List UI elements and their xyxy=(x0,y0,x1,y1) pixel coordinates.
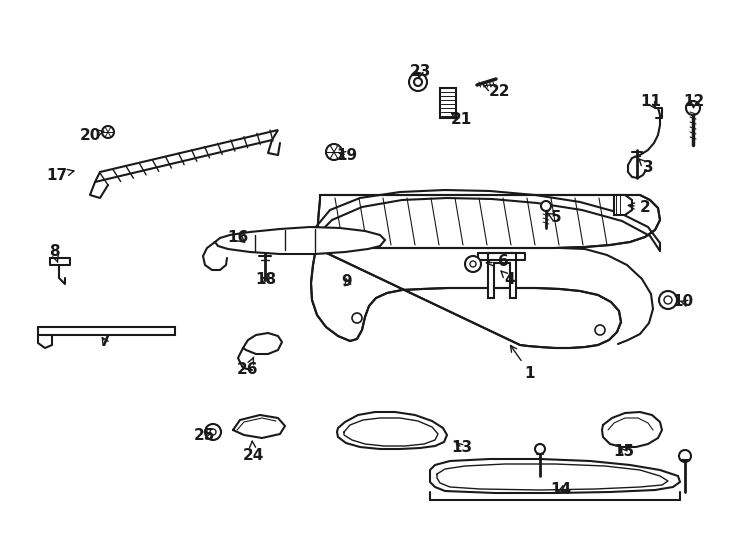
Polygon shape xyxy=(488,253,516,298)
Text: 26: 26 xyxy=(237,357,259,377)
Circle shape xyxy=(664,296,672,304)
Circle shape xyxy=(686,101,700,115)
Circle shape xyxy=(409,73,427,91)
Polygon shape xyxy=(38,327,175,335)
Polygon shape xyxy=(95,130,278,182)
Text: 20: 20 xyxy=(79,127,103,143)
Text: 5: 5 xyxy=(548,211,562,226)
Text: 1: 1 xyxy=(511,346,535,381)
Text: 2: 2 xyxy=(628,199,650,214)
Circle shape xyxy=(414,78,422,86)
Text: 23: 23 xyxy=(410,64,431,79)
Text: 13: 13 xyxy=(451,441,473,456)
Circle shape xyxy=(326,144,342,160)
Text: 17: 17 xyxy=(46,167,74,183)
Circle shape xyxy=(659,291,677,309)
Circle shape xyxy=(595,325,605,335)
Circle shape xyxy=(470,261,476,267)
Text: 25: 25 xyxy=(193,428,214,442)
Circle shape xyxy=(102,126,114,138)
Polygon shape xyxy=(440,88,456,118)
Text: 4: 4 xyxy=(501,271,515,287)
Text: 6: 6 xyxy=(487,254,509,269)
Text: 11: 11 xyxy=(641,94,661,110)
Text: 10: 10 xyxy=(672,294,694,309)
Circle shape xyxy=(205,424,221,440)
Polygon shape xyxy=(614,195,632,215)
Text: 22: 22 xyxy=(484,84,511,99)
Text: 12: 12 xyxy=(683,94,705,110)
Circle shape xyxy=(465,256,481,272)
Polygon shape xyxy=(318,195,660,248)
Text: 8: 8 xyxy=(48,245,59,262)
Text: 7: 7 xyxy=(100,334,110,349)
Circle shape xyxy=(535,444,545,454)
Polygon shape xyxy=(215,227,385,254)
Text: 19: 19 xyxy=(336,147,357,163)
Text: 21: 21 xyxy=(451,112,472,127)
Polygon shape xyxy=(337,412,447,449)
Circle shape xyxy=(210,429,216,435)
Text: 14: 14 xyxy=(550,483,572,497)
Polygon shape xyxy=(430,459,680,493)
Circle shape xyxy=(679,450,691,462)
Text: 16: 16 xyxy=(228,230,249,245)
Text: 3: 3 xyxy=(639,159,653,176)
Text: 24: 24 xyxy=(242,441,264,462)
Circle shape xyxy=(541,201,551,211)
Circle shape xyxy=(352,313,362,323)
Text: 15: 15 xyxy=(614,444,635,460)
Text: 9: 9 xyxy=(342,274,352,289)
Text: 18: 18 xyxy=(255,272,277,287)
Polygon shape xyxy=(311,248,621,348)
